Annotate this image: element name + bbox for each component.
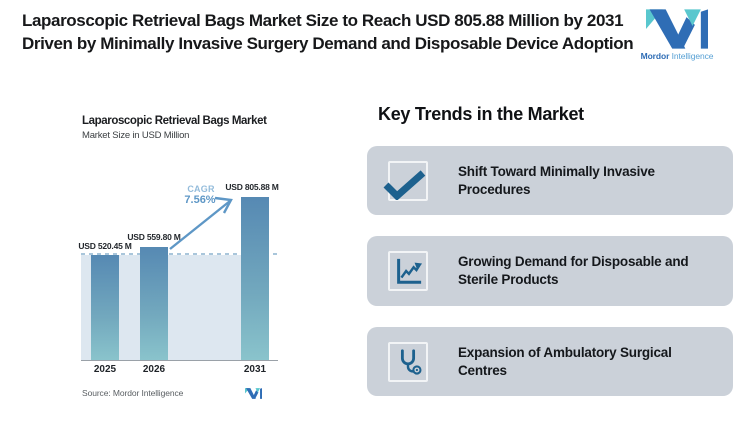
source-logo-icon <box>245 388 262 399</box>
bar-value-label-2025: USD 520.45 M <box>78 241 132 251</box>
x-tick-2026: 2026 <box>142 364 166 375</box>
trend-text: Expansion of Ambulatory Surgical Centres <box>458 344 672 378</box>
trend-text: Shift Toward Minimally Invasive Procedur… <box>458 163 655 197</box>
chart-title: Laparoscopic Retrieval Bags Market <box>82 115 267 127</box>
brand-name-bold: Mordor <box>640 51 670 61</box>
brand-name-light: Intelligence <box>671 51 714 61</box>
source-attribution: Source: Mordor Intelligence <box>82 388 184 398</box>
chart-reference-dashed-line <box>81 253 279 255</box>
trend-text: Growing Demand for Disposable and Steril… <box>458 254 689 287</box>
x-tick-2025: 2025 <box>93 364 117 375</box>
chart-x-axis <box>81 360 278 361</box>
brand-name: Mordor Intelligence <box>637 51 717 61</box>
bar-value-label-2031: USD 805.88 M <box>225 182 279 192</box>
trend-card-minimally-invasive: Shift Toward Minimally Invasive Procedur… <box>367 146 733 215</box>
trend-card-ambulatory-centres: Expansion of Ambulatory Surgical Centres <box>367 327 733 396</box>
bar-2031 <box>241 197 269 361</box>
brand-logo: Mordor Intelligence <box>637 9 717 61</box>
page-title: Laparoscopic Retrieval Bags Market Size … <box>22 11 634 53</box>
bar-2025 <box>91 255 119 361</box>
mordor-intelligence-logo-icon <box>646 9 708 49</box>
trends-heading: Key Trends in the Market <box>378 104 584 124</box>
trend-chart-icon <box>388 251 428 291</box>
chart-subtitle: Market Size in USD Million <box>82 130 190 141</box>
bar-value-label-2026: USD 559.80 M <box>127 232 181 242</box>
stethoscope-icon <box>388 341 428 382</box>
cagr-value: 7.56% <box>184 194 216 206</box>
bar-2026 <box>140 247 168 361</box>
cagr-arrow-icon <box>169 196 233 250</box>
checkmark-icon <box>383 160 428 201</box>
trend-card-disposable-products: Growing Demand for Disposable and Steril… <box>367 236 733 306</box>
cagr-label: CAGR <box>187 184 215 194</box>
x-tick-2031: 2031 <box>243 364 267 375</box>
